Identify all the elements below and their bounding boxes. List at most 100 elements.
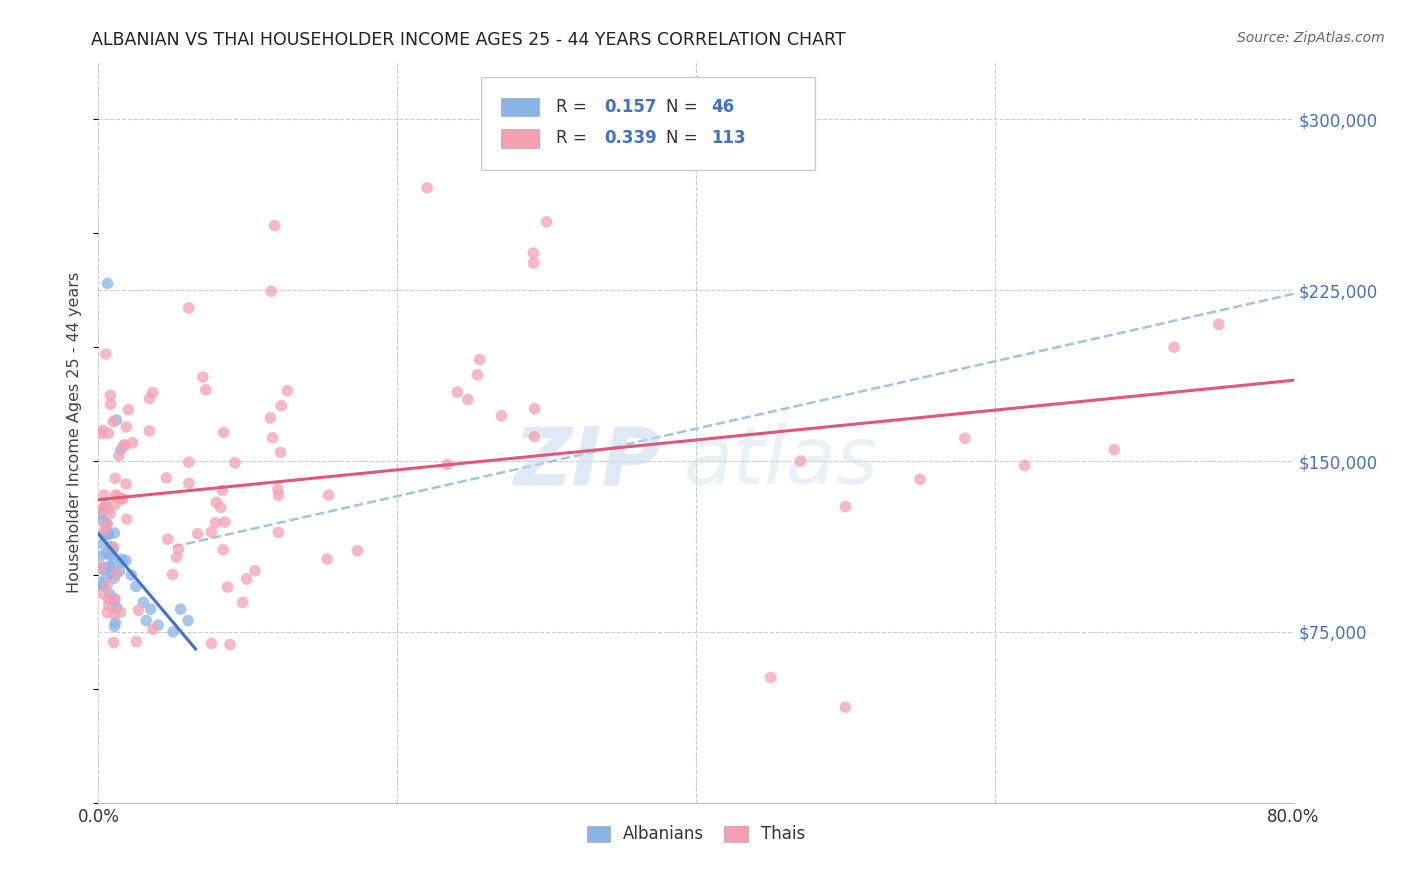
Point — [91, 537, 114, 551]
Point — [91, 587, 114, 601]
Point — [446, 385, 468, 400]
Point — [103, 540, 125, 554]
Point — [110, 552, 132, 566]
Point — [259, 410, 281, 425]
Point — [177, 455, 200, 469]
Point — [135, 614, 157, 628]
Point — [93, 528, 115, 542]
Point — [117, 402, 139, 417]
Text: ZIP: ZIP — [513, 423, 661, 501]
Point — [205, 495, 228, 509]
Point — [523, 401, 546, 416]
Point — [522, 246, 544, 260]
Point — [169, 602, 191, 616]
Point — [162, 567, 184, 582]
Point — [214, 515, 236, 529]
Point — [224, 456, 246, 470]
Point — [318, 488, 340, 502]
Text: N =: N = — [666, 98, 703, 116]
Point — [111, 555, 134, 569]
Point — [103, 607, 125, 621]
Point — [98, 587, 121, 601]
Point — [94, 499, 117, 513]
Point — [1014, 458, 1036, 473]
Point — [155, 471, 177, 485]
Point — [115, 553, 138, 567]
Point — [89, 562, 111, 576]
Point — [346, 543, 368, 558]
Point — [104, 497, 127, 511]
Point — [523, 430, 546, 444]
Point — [187, 526, 209, 541]
Point — [97, 592, 120, 607]
Point — [416, 180, 439, 194]
Point — [536, 215, 558, 229]
Point — [217, 580, 239, 594]
Point — [200, 524, 222, 539]
Point — [108, 564, 131, 578]
Point — [100, 397, 122, 411]
Point — [98, 559, 121, 574]
Point — [262, 431, 284, 445]
Point — [457, 392, 479, 407]
Point — [115, 420, 138, 434]
Point — [1163, 340, 1185, 354]
Legend: Albanians, Thais: Albanians, Thais — [579, 819, 813, 850]
Text: ALBANIAN VS THAI HOUSEHOLDER INCOME AGES 25 - 44 YEARS CORRELATION CHART: ALBANIAN VS THAI HOUSEHOLDER INCOME AGES… — [91, 31, 846, 49]
Point — [491, 409, 513, 423]
Point — [120, 568, 142, 582]
FancyBboxPatch shape — [501, 98, 540, 117]
Point — [114, 439, 136, 453]
Text: 46: 46 — [711, 98, 734, 116]
Point — [142, 623, 165, 637]
Point — [112, 438, 135, 452]
Point — [1208, 318, 1230, 332]
Point — [834, 500, 856, 514]
Point — [93, 515, 115, 529]
Point — [104, 471, 127, 485]
Point — [105, 566, 128, 581]
Point — [467, 368, 489, 382]
Text: N =: N = — [666, 129, 703, 147]
Point — [177, 301, 200, 315]
FancyBboxPatch shape — [501, 129, 540, 147]
Point — [219, 638, 242, 652]
Point — [269, 445, 291, 459]
Point — [759, 671, 782, 685]
Point — [138, 392, 160, 406]
Point — [908, 472, 931, 486]
Point — [105, 413, 128, 427]
Point — [115, 477, 138, 491]
Point — [101, 542, 124, 557]
Point — [162, 624, 184, 639]
Point — [209, 500, 232, 515]
Point — [115, 512, 138, 526]
Point — [267, 488, 290, 502]
Point — [100, 548, 122, 562]
Point — [110, 442, 132, 457]
Point — [127, 603, 149, 617]
Point — [212, 542, 235, 557]
Point — [204, 516, 226, 530]
Point — [167, 542, 190, 557]
Point — [101, 415, 124, 429]
Text: 0.339: 0.339 — [605, 129, 657, 147]
Point — [139, 602, 162, 616]
Point — [110, 605, 132, 619]
Point — [270, 399, 292, 413]
Point — [94, 571, 117, 585]
Point — [101, 560, 124, 574]
Point — [121, 435, 143, 450]
Point — [125, 579, 148, 593]
Point — [100, 540, 122, 554]
Point — [101, 566, 124, 581]
Point — [97, 527, 120, 541]
Point — [103, 635, 125, 649]
Point — [103, 593, 125, 607]
Point — [436, 458, 458, 472]
Point — [103, 571, 125, 585]
Point — [94, 517, 117, 532]
Point — [94, 499, 117, 513]
Point — [94, 560, 117, 574]
Point — [91, 423, 114, 437]
